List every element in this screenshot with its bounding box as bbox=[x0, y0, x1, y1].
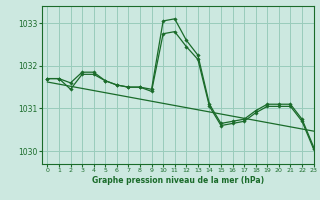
X-axis label: Graphe pression niveau de la mer (hPa): Graphe pression niveau de la mer (hPa) bbox=[92, 176, 264, 185]
